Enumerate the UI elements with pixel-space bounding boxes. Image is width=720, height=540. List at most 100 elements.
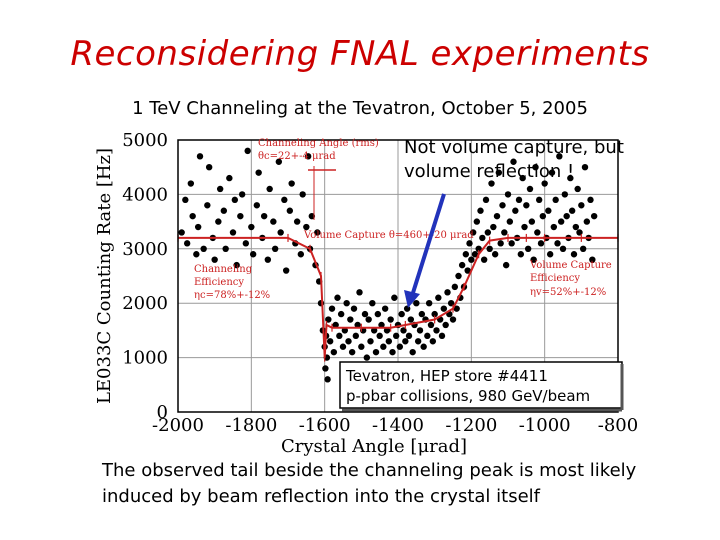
data-point: [264, 256, 272, 263]
data-point: [220, 207, 228, 214]
data-point: [420, 343, 427, 350]
data-point: [458, 261, 466, 269]
y-axis-label: LE033C Counting Rate [Hz]: [94, 148, 115, 404]
volume-capture-efficiency-annotation: Volume Capture Efficiency ηv=52%+-12%: [529, 260, 612, 298]
data-point: [512, 207, 519, 214]
data-point: [556, 153, 563, 160]
data-point: [442, 321, 449, 329]
data-point: [334, 294, 341, 301]
data-point: [589, 256, 596, 263]
data-point: [541, 180, 548, 187]
data-point: [521, 223, 528, 231]
data-point: [413, 300, 420, 307]
data-point: [499, 202, 506, 209]
data-point: [286, 207, 294, 214]
arrow-annotation: [404, 193, 446, 308]
x-axis-label: Crystal Angle [μrad]: [281, 436, 467, 457]
data-point: [182, 196, 189, 204]
x-tick-labels: -2000 -1800 -1600 -1400 -1200 -1000 -800: [152, 415, 638, 436]
data-point: [523, 202, 530, 209]
data-point: [281, 196, 288, 204]
data-point: [508, 240, 515, 247]
data-point: [248, 223, 255, 231]
data-point: [561, 191, 569, 198]
data-point: [324, 376, 331, 383]
data-point: [231, 196, 239, 204]
data-point: [391, 294, 398, 301]
annotation-note: Not volume capture, but volume reflectio…: [404, 137, 624, 182]
y-tick-label: 3000: [122, 239, 168, 260]
svg-text:θc=22+-4 μrad: θc=22+-4 μrad: [258, 151, 336, 162]
data-point: [216, 185, 224, 193]
slide-title: Reconsidering FNAL experiments: [70, 34, 650, 74]
data-point: [501, 229, 508, 236]
data-point: [347, 316, 354, 323]
data-point: [378, 321, 385, 329]
data-point: [484, 229, 492, 236]
data-point: [271, 245, 279, 252]
data-point: [183, 240, 191, 247]
svg-text:Efficiency: Efficiency: [194, 277, 244, 288]
data-point: [303, 223, 310, 231]
channeling-efficiency-annotation: Channeling Efficiency ηc=78%+-12%: [194, 264, 270, 301]
data-point: [376, 332, 383, 340]
data-point: [187, 180, 195, 187]
data-point: [449, 316, 457, 323]
data-point: [204, 202, 211, 209]
data-point: [517, 251, 525, 258]
data-point: [466, 240, 473, 247]
svg-text:p-pbar collisions, 980 GeV/bea: p-pbar collisions, 980 GeV/beam: [346, 387, 590, 405]
data-point: [385, 338, 393, 345]
data-point: [369, 300, 376, 307]
data-point: [479, 234, 486, 242]
data-point: [211, 256, 218, 263]
data-point: [550, 223, 558, 231]
svg-text:Tevatron, HEP store #4411: Tevatron, HEP store #4411: [345, 367, 548, 385]
data-point: [337, 310, 345, 318]
data-point: [563, 212, 570, 220]
data-point: [314, 229, 321, 236]
data-point: [308, 212, 316, 220]
data-point: [490, 223, 497, 231]
svg-text:Efficiency: Efficiency: [530, 273, 580, 284]
data-point: [528, 218, 536, 225]
data-point: [440, 305, 448, 312]
x-tick-label: -1800: [225, 415, 277, 436]
data-points: [178, 147, 598, 383]
data-point: [545, 207, 552, 214]
data-point: [469, 229, 477, 236]
data-point: [381, 305, 389, 312]
data-point: [504, 191, 512, 198]
x-tick-label: -800: [598, 415, 638, 436]
data-point: [486, 245, 493, 252]
data-point: [367, 338, 374, 345]
data-point: [519, 174, 526, 182]
data-point: [433, 327, 440, 334]
data-point: [363, 354, 371, 361]
data-point: [464, 267, 471, 274]
data-point: [568, 207, 576, 214]
data-point: [383, 327, 391, 334]
data-point: [266, 185, 273, 193]
data-point: [370, 327, 378, 334]
x-tick-label: -1000: [519, 415, 571, 436]
data-point: [471, 251, 479, 258]
y-tick-label: 0: [157, 402, 168, 423]
data-point: [354, 321, 361, 329]
data-point: [462, 251, 470, 258]
data-point: [226, 174, 233, 182]
data-point: [372, 348, 380, 356]
data-point: [361, 310, 369, 318]
data-point: [288, 180, 295, 187]
data-point: [403, 305, 411, 312]
data-point: [495, 169, 503, 176]
data-point: [336, 332, 343, 340]
data-point: [215, 218, 222, 225]
data-point: [396, 343, 404, 350]
data-point: [468, 256, 475, 263]
data-point: [418, 310, 426, 318]
data-point: [282, 267, 290, 274]
data-point: [438, 332, 446, 340]
x-tick-label: -1200: [445, 415, 497, 436]
